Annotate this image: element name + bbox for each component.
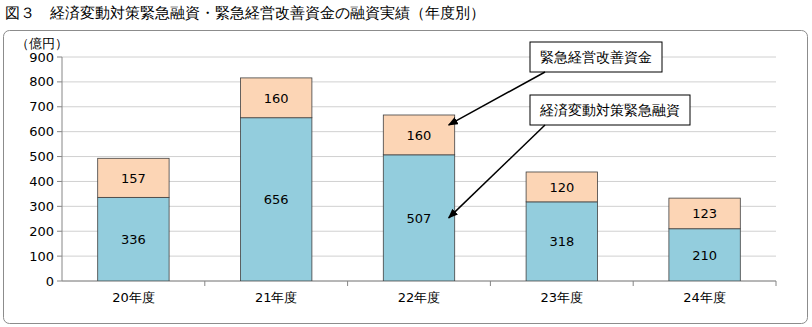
y-tick-label: 900	[29, 50, 54, 65]
callout-arrow	[449, 125, 545, 218]
category-label: 23年度	[541, 290, 584, 305]
chart-title: 図３ 経済変動対策緊急融資・緊急経営改善資金の融資実績（年度別）	[5, 4, 485, 22]
data-labels: 336 656 507 318 210 157 160 160 120 123	[121, 91, 717, 263]
x-tick	[347, 281, 348, 286]
bar-segment	[98, 158, 169, 197]
y-tick	[57, 106, 62, 107]
y-tick-label: 0	[46, 274, 54, 289]
y-tick-label: 600	[29, 124, 54, 139]
y-tick	[57, 231, 62, 232]
legend-callout: 経済変動対策緊急融資	[449, 95, 690, 218]
bar-segment	[669, 198, 740, 229]
data-label: 210	[692, 248, 717, 263]
x-tick	[204, 281, 205, 286]
bar-segment	[669, 229, 740, 281]
y-tick-label: 800	[29, 74, 54, 89]
y-tick-label: 400	[29, 174, 54, 189]
y-tick-label: 200	[29, 224, 54, 239]
y-tick	[57, 206, 62, 207]
data-label: 160	[264, 91, 289, 106]
callout-box	[530, 42, 662, 72]
data-label: 336	[121, 232, 146, 247]
y-tick	[57, 131, 62, 132]
y-tick-label: 300	[29, 199, 54, 214]
bar-segment	[526, 172, 597, 202]
data-label: 656	[264, 192, 289, 207]
x-tick	[490, 281, 491, 286]
y-tick	[57, 256, 62, 257]
y-tick-label: 100	[29, 249, 54, 264]
y-tick-label: 700	[29, 99, 54, 114]
y-axis-line	[62, 57, 63, 281]
chart-frame	[4, 31, 808, 324]
data-label: 157	[121, 171, 146, 186]
y-tick	[57, 181, 62, 182]
category-label: 20年度	[112, 290, 155, 305]
legend-label: 緊急経営改善資金	[540, 49, 652, 65]
y-tick	[57, 81, 62, 82]
data-label: 507	[407, 211, 432, 226]
legend-label: 経済変動対策緊急融資	[539, 102, 680, 118]
bar-segment	[241, 78, 312, 118]
x-tick	[633, 281, 634, 286]
bar-segment	[98, 197, 169, 281]
chart-svg: 図３ 経済変動対策緊急融資・緊急経営改善資金の融資実績（年度別）（億円）0100…	[0, 0, 812, 327]
y-tick-label: 500	[29, 149, 54, 164]
data-label: 120	[549, 180, 574, 195]
category-label: 21年度	[255, 290, 298, 305]
y-tick	[57, 57, 62, 58]
bar-segment	[383, 155, 454, 281]
bar-segment	[526, 202, 597, 281]
grid-line	[62, 57, 776, 58]
chart-container: 図３ 経済変動対策緊急融資・緊急経営改善資金の融資実績（年度別）（億円）0100…	[0, 0, 812, 327]
category-label: 22年度	[398, 290, 441, 305]
grid-line	[62, 81, 776, 82]
x-tick	[776, 281, 777, 286]
bars	[98, 78, 741, 281]
data-label: 123	[692, 206, 717, 221]
callout-box	[530, 95, 690, 125]
category-label: 24年度	[683, 290, 726, 305]
bar-segment	[383, 115, 454, 155]
y-tick	[57, 156, 62, 157]
data-label: 160	[407, 128, 432, 143]
bar-segment	[241, 118, 312, 281]
data-label: 318	[549, 234, 574, 249]
y-tick	[57, 281, 62, 282]
